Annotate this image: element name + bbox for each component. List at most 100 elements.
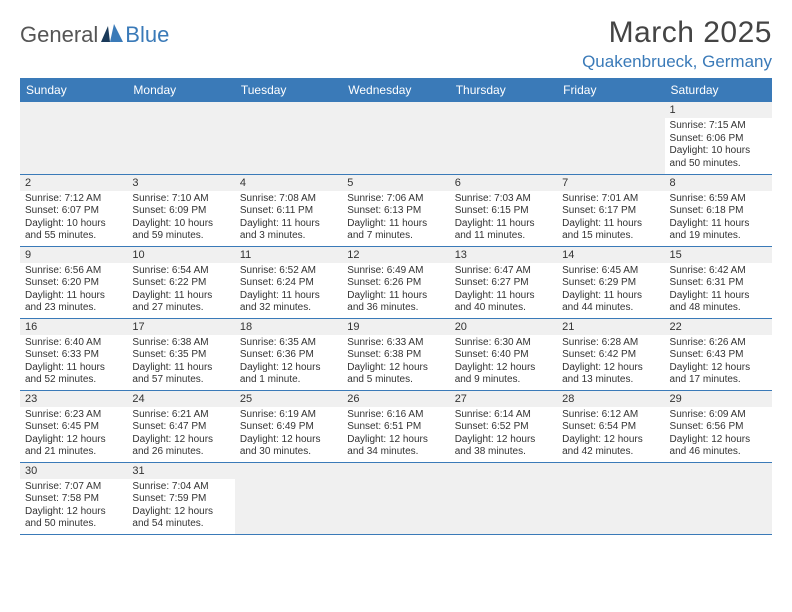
calendar-cell: 15Sunrise: 6:42 AMSunset: 6:31 PMDayligh… bbox=[665, 246, 772, 318]
day-number: 4 bbox=[235, 175, 342, 191]
sunset-line: Sunset: 6:17 PM bbox=[562, 205, 636, 216]
calendar-cell: 16Sunrise: 6:40 AMSunset: 6:33 PMDayligh… bbox=[20, 318, 127, 390]
sunrise-line: Sunrise: 7:04 AM bbox=[132, 481, 208, 492]
sunrise-line: Sunrise: 7:15 AM bbox=[670, 120, 746, 131]
daylight-line: Daylight: 10 hours and 59 minutes. bbox=[132, 218, 213, 242]
daylight-line: Daylight: 12 hours and 1 minute. bbox=[240, 362, 321, 386]
daylight-line: Daylight: 11 hours and 48 minutes. bbox=[670, 290, 750, 314]
day-number: 18 bbox=[235, 319, 342, 335]
day-details: Sunrise: 7:07 AMSunset: 7:58 PM Daylight:… bbox=[20, 479, 127, 534]
daylight-line: Daylight: 12 hours and 46 minutes. bbox=[670, 434, 751, 458]
weekday-friday: Friday bbox=[557, 78, 664, 102]
day-number: 13 bbox=[450, 247, 557, 263]
sunset-line: Sunset: 6:07 PM bbox=[25, 205, 99, 216]
sunset-line: Sunset: 6:43 PM bbox=[670, 349, 744, 360]
sunrise-line: Sunrise: 7:03 AM bbox=[455, 193, 531, 204]
sunset-line: Sunset: 6:09 PM bbox=[132, 205, 206, 216]
calendar-cell: 12Sunrise: 6:49 AMSunset: 6:26 PMDayligh… bbox=[342, 246, 449, 318]
weekday-wednesday: Wednesday bbox=[342, 78, 449, 102]
daylight-line: Daylight: 12 hours and 21 minutes. bbox=[25, 434, 106, 458]
calendar-cell: 11Sunrise: 6:52 AMSunset: 6:24 PMDayligh… bbox=[235, 246, 342, 318]
day-number: 7 bbox=[557, 175, 664, 191]
calendar-cell-blank bbox=[450, 102, 557, 174]
calendar-cell: 31Sunrise: 7:04 AMSunset: 7:59 PMDayligh… bbox=[127, 462, 234, 534]
day-details: Sunrise: 6:28 AMSunset: 6:42 PMDaylight:… bbox=[557, 335, 664, 390]
day-number: 6 bbox=[450, 175, 557, 191]
sunset-line: Sunset: 6:36 PM bbox=[240, 349, 314, 360]
header: General Blue March 2025 Quakenbrueck, Ge… bbox=[20, 16, 772, 72]
daylight-line: Daylight: 12 hours and 9 minutes. bbox=[455, 362, 536, 386]
calendar-cell: 9Sunrise: 6:56 AMSunset: 6:20 PMDaylight… bbox=[20, 246, 127, 318]
daylight-line: Daylight: 11 hours and 11 minutes. bbox=[455, 218, 535, 242]
daylight-line: Daylight: 12 hours and 38 minutes. bbox=[455, 434, 536, 458]
day-details: Sunrise: 6:52 AMSunset: 6:24 PMDaylight:… bbox=[235, 263, 342, 318]
sunset-line: Sunset: 6:13 PM bbox=[347, 205, 421, 216]
calendar-week-row: 1Sunrise: 7:15 AMSunset: 6:06 PMDaylight… bbox=[20, 102, 772, 174]
sunset-line: Sunset: 6:35 PM bbox=[132, 349, 206, 360]
daylight-line: Daylight: 11 hours and 57 minutes. bbox=[132, 362, 212, 386]
calendar-cell: 14Sunrise: 6:45 AMSunset: 6:29 PMDayligh… bbox=[557, 246, 664, 318]
calendar-cell: 25Sunrise: 6:19 AMSunset: 6:49 PMDayligh… bbox=[235, 390, 342, 462]
daylight-line: Daylight: 12 hours and 26 minutes. bbox=[132, 434, 213, 458]
daylight-line: Daylight: 12 hours and 17 minutes. bbox=[670, 362, 751, 386]
sunrise-line: Sunrise: 7:08 AM bbox=[240, 193, 316, 204]
day-details: Sunrise: 6:42 AMSunset: 6:31 PMDaylight:… bbox=[665, 263, 772, 318]
sunrise-line: Sunrise: 6:56 AM bbox=[25, 265, 101, 276]
calendar-cell-blank bbox=[342, 102, 449, 174]
brand-part1: General bbox=[20, 22, 98, 48]
day-details: Sunrise: 6:45 AMSunset: 6:29 PMDaylight:… bbox=[557, 263, 664, 318]
sunrise-line: Sunrise: 6:33 AM bbox=[347, 337, 423, 348]
sunrise-line: Sunrise: 6:21 AM bbox=[132, 409, 208, 420]
sunset-line: Sunset: 7:59 PM bbox=[132, 493, 206, 504]
sunrise-line: Sunrise: 6:19 AM bbox=[240, 409, 316, 420]
sunset-line: Sunset: 6:52 PM bbox=[455, 421, 529, 432]
day-details: Sunrise: 7:03 AMSunset: 6:15 PMDaylight:… bbox=[450, 191, 557, 246]
sunset-line: Sunset: 6:38 PM bbox=[347, 349, 421, 360]
sunrise-line: Sunrise: 7:06 AM bbox=[347, 193, 423, 204]
weekday-thursday: Thursday bbox=[450, 78, 557, 102]
calendar-week-row: 30 Sunrise: 7:07 AMSunset: 7:58 PM Dayligh… bbox=[20, 462, 772, 534]
calendar-cell: 22Sunrise: 6:26 AMSunset: 6:43 PMDayligh… bbox=[665, 318, 772, 390]
day-details: Sunrise: 6:16 AMSunset: 6:51 PMDaylight:… bbox=[342, 407, 449, 462]
month-title: March 2025 bbox=[582, 16, 772, 50]
day-number: 8 bbox=[665, 175, 772, 191]
calendar-table: Sunday Monday Tuesday Wednesday Thursday… bbox=[20, 78, 772, 535]
daylight-line: Daylight: 11 hours and 40 minutes. bbox=[455, 290, 535, 314]
day-details: Sunrise: 7:12 AMSunset: 6:07 PM Daylight:… bbox=[20, 191, 127, 246]
daylight-line: Daylight: 11 hours and 23 minutes. bbox=[25, 290, 105, 314]
calendar-cell-blank bbox=[450, 462, 557, 534]
sunset-line: Sunset: 6:20 PM bbox=[25, 277, 99, 288]
sunrise-line: Sunrise: 6:12 AM bbox=[562, 409, 638, 420]
calendar-cell-blank bbox=[557, 102, 664, 174]
calendar-header-row: Sunday Monday Tuesday Wednesday Thursday… bbox=[20, 78, 772, 102]
day-details: Sunrise: 6:47 AMSunset: 6:27 PMDaylight:… bbox=[450, 263, 557, 318]
sunset-line: Sunset: 6:51 PM bbox=[347, 421, 421, 432]
day-details: Sunrise: 6:12 AMSunset: 6:54 PMDaylight:… bbox=[557, 407, 664, 462]
day-details: Sunrise: 7:08 AMSunset: 6:11 PMDaylight:… bbox=[235, 191, 342, 246]
sunrise-line: Sunrise: 6:38 AM bbox=[132, 337, 208, 348]
calendar-cell: 27Sunrise: 6:14 AMSunset: 6:52 PMDayligh… bbox=[450, 390, 557, 462]
daylight-line: Daylight: 11 hours and 36 minutes. bbox=[347, 290, 427, 314]
sunset-line: Sunset: 6:49 PM bbox=[240, 421, 314, 432]
calendar-cell: 30 Sunrise: 7:07 AMSunset: 7:58 PM Dayligh… bbox=[20, 462, 127, 534]
day-number: 30 bbox=[20, 463, 127, 479]
day-details: Sunrise: 7:10 AMSunset: 6:09 PMDaylight:… bbox=[127, 191, 234, 246]
daylight-line: Daylight: 10 hours and 55 minutes. bbox=[25, 218, 106, 242]
daylight-line: Daylight: 12 hours and 54 minutes. bbox=[132, 506, 213, 530]
day-number: 22 bbox=[665, 319, 772, 335]
day-details: Sunrise: 6:26 AMSunset: 6:43 PMDaylight:… bbox=[665, 335, 772, 390]
sunset-line: Sunset: 7:58 PM bbox=[25, 493, 99, 504]
daylight-line: Daylight: 10 hours and 50 minutes. bbox=[670, 145, 751, 169]
day-details: Sunrise: 6:54 AMSunset: 6:22 PMDaylight:… bbox=[127, 263, 234, 318]
daylight-line: Daylight: 11 hours and 52 minutes. bbox=[25, 362, 105, 386]
sunrise-line: Sunrise: 7:12 AM bbox=[25, 193, 101, 204]
daylight-line: Daylight: 12 hours and 50 minutes. bbox=[25, 506, 106, 530]
sunrise-line: Sunrise: 7:07 AM bbox=[25, 481, 101, 492]
sunset-line: Sunset: 6:22 PM bbox=[132, 277, 206, 288]
day-number: 10 bbox=[127, 247, 234, 263]
day-number: 5 bbox=[342, 175, 449, 191]
title-block: March 2025 Quakenbrueck, Germany bbox=[582, 16, 772, 72]
calendar-cell-blank bbox=[127, 102, 234, 174]
daylight-line: Daylight: 11 hours and 19 minutes. bbox=[670, 218, 750, 242]
day-number: 3 bbox=[127, 175, 234, 191]
